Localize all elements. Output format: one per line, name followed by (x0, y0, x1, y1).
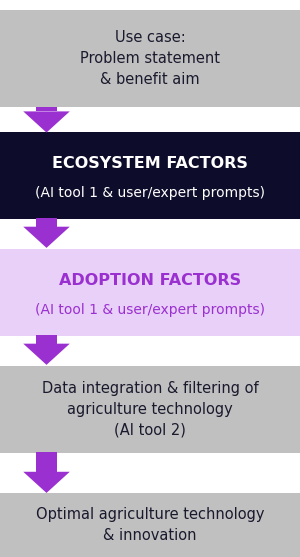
Text: Optimal agriculture technology
& innovation: Optimal agriculture technology & innovat… (36, 507, 264, 543)
Polygon shape (23, 111, 70, 133)
Bar (0, 250, 300, 335)
Polygon shape (23, 472, 70, 493)
Polygon shape (23, 344, 70, 365)
Bar (36, 107, 57, 111)
Bar (0, 10, 300, 107)
Text: (AI tool 1 & user/expert prompts): (AI tool 1 & user/expert prompts) (35, 186, 265, 201)
Text: ADOPTION FACTORS: ADOPTION FACTORS (59, 273, 241, 287)
Bar (0, 492, 300, 557)
Text: Data integration & filtering of
agriculture technology
(AI tool 2): Data integration & filtering of agricult… (42, 381, 258, 438)
Text: Use case:
Problem statement
& benefit aim: Use case: Problem statement & benefit ai… (80, 30, 220, 87)
Bar (36, 335, 57, 344)
Text: (AI tool 1 & user/expert prompts): (AI tool 1 & user/expert prompts) (35, 303, 265, 317)
Bar (0, 133, 300, 218)
Bar (36, 218, 57, 227)
Text: ECOSYSTEM FACTORS: ECOSYSTEM FACTORS (52, 156, 248, 170)
Polygon shape (23, 227, 70, 248)
Bar (0, 367, 300, 452)
Bar (36, 452, 57, 472)
